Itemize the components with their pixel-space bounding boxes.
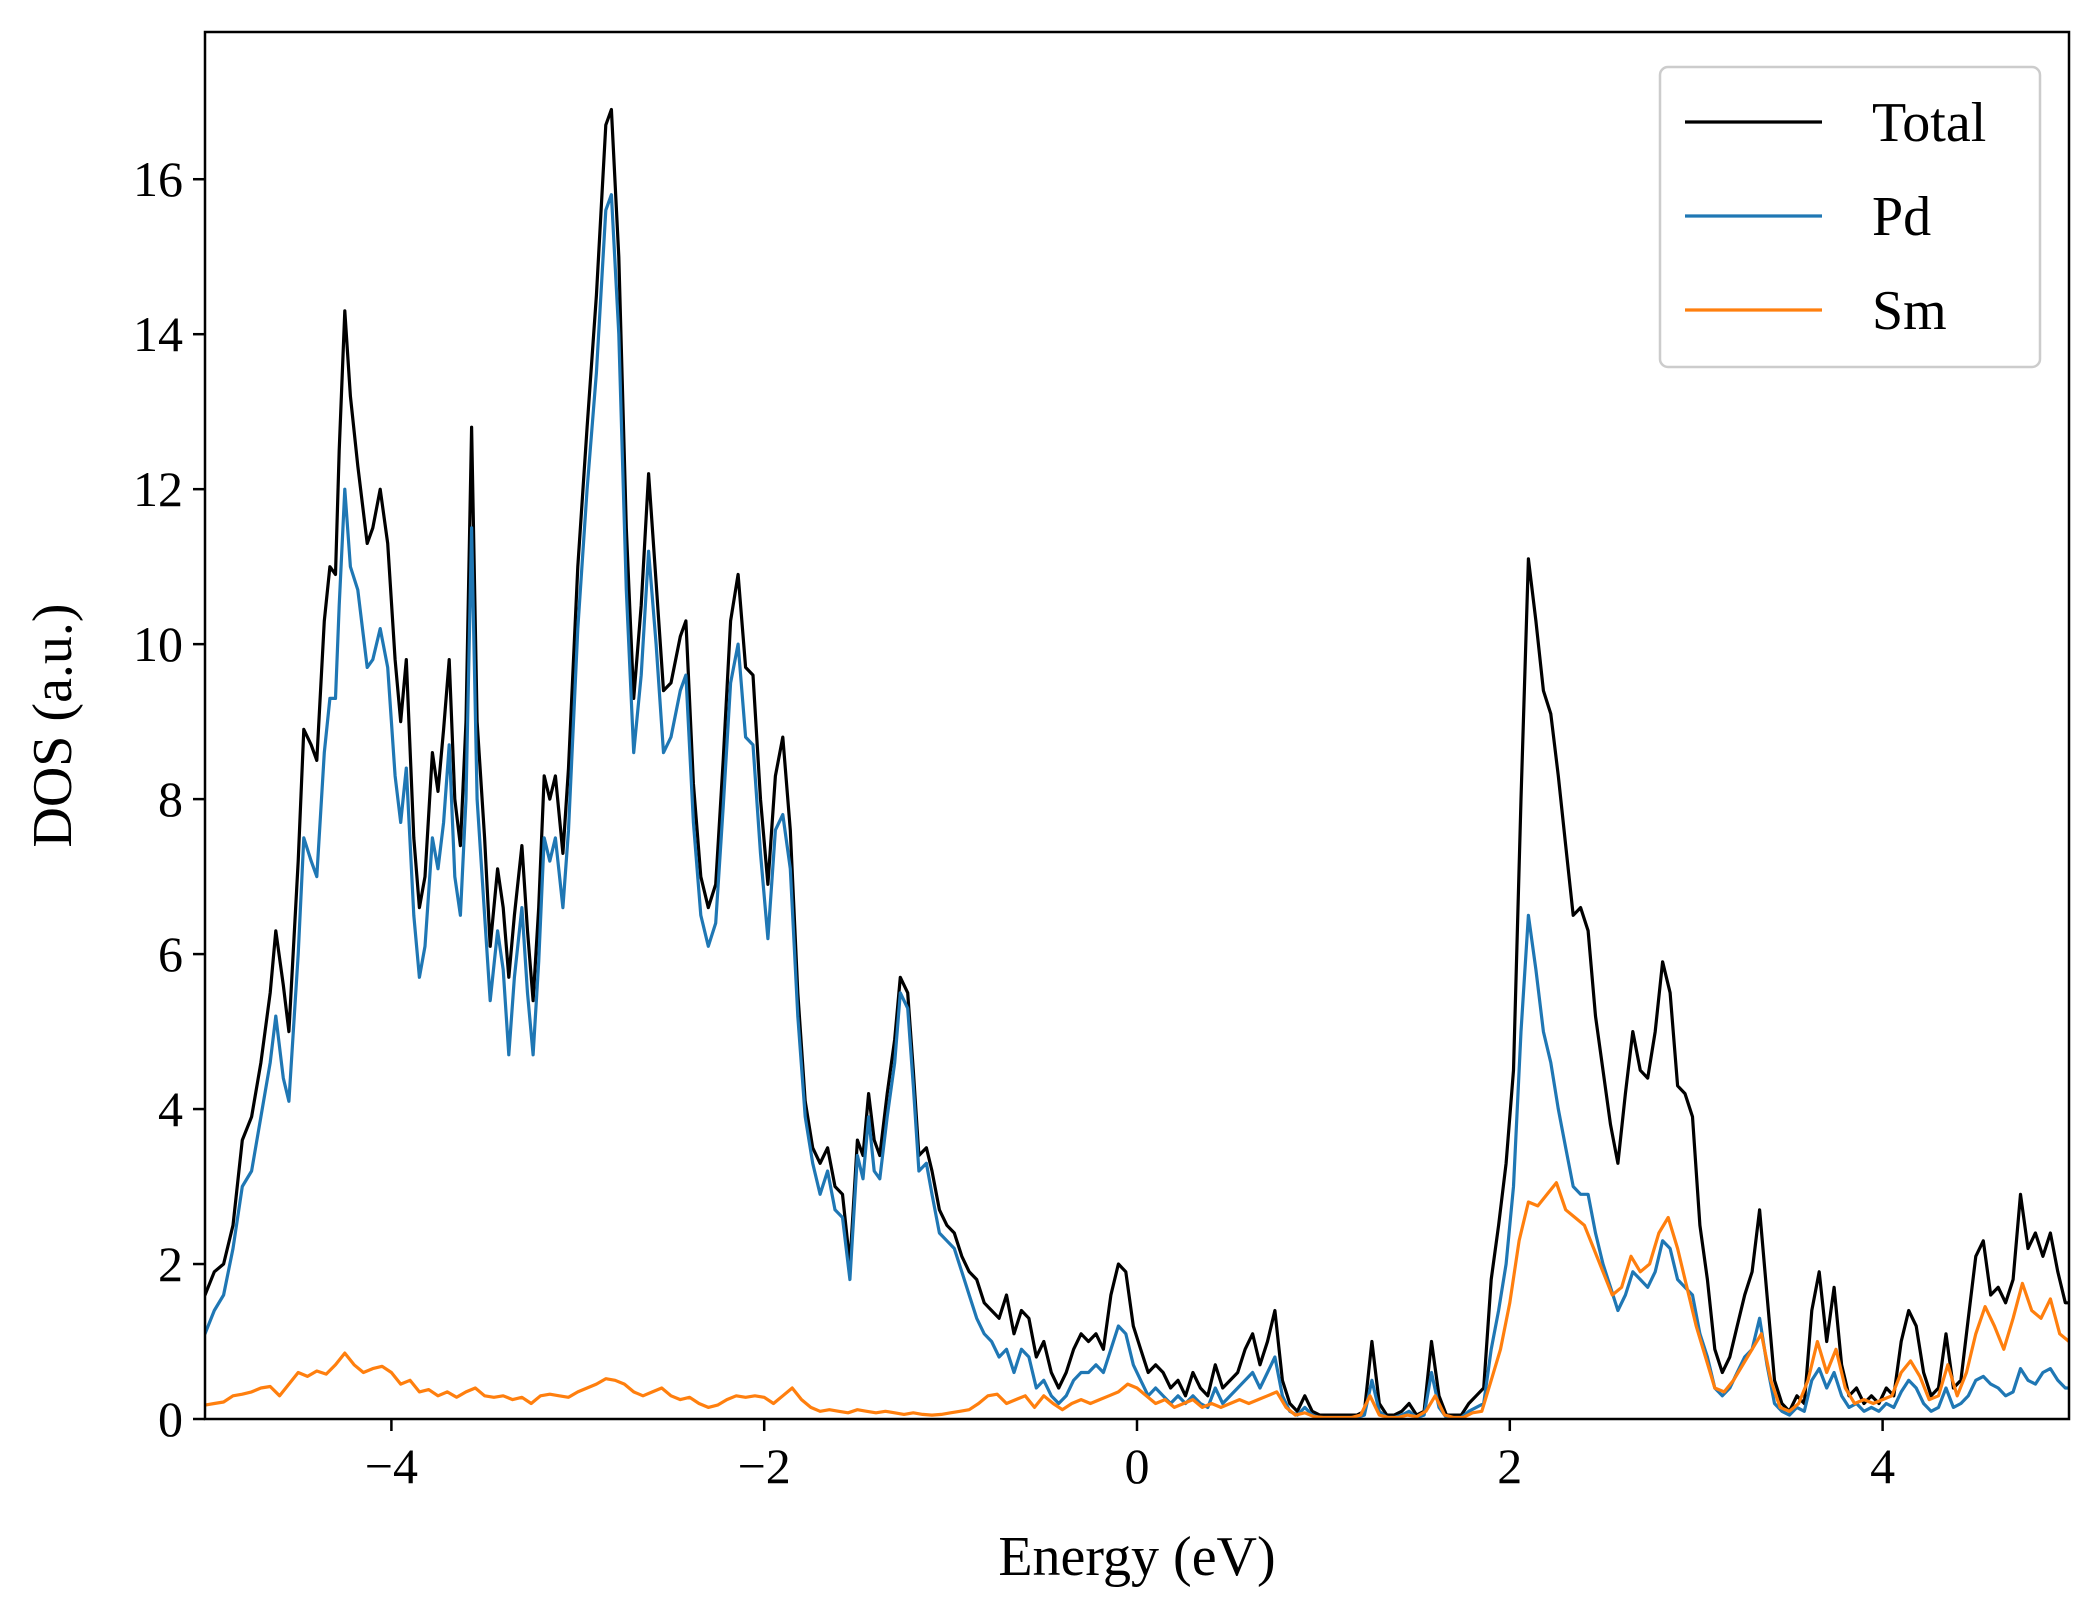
y-tick-label: 2 (158, 1236, 183, 1292)
y-tick-label: 8 (158, 771, 183, 827)
y-tick-label: 6 (158, 926, 183, 982)
legend-label-total: Total (1872, 92, 1986, 154)
legend-label-pd: Pd (1872, 186, 1931, 248)
series-line-total (205, 107, 2069, 1417)
series-line-pd (205, 193, 2069, 1419)
x-axis-title: Energy (eV) (998, 1526, 1275, 1588)
y-axis-title: DOS (a.u.) (22, 603, 84, 847)
y-tick-label: 12 (133, 461, 183, 517)
x-tick-label: −2 (738, 1438, 791, 1494)
x-tick-label: 4 (1870, 1438, 1895, 1494)
legend-box (1658, 65, 2042, 369)
x-tick-label: 2 (1497, 1438, 1522, 1494)
x-tick-label: −4 (365, 1438, 418, 1494)
y-tick-label: 4 (158, 1081, 183, 1137)
y-tick-label: 14 (133, 306, 183, 362)
y-tick-label: 10 (133, 616, 183, 672)
legend-label-sm: Sm (1872, 280, 1947, 342)
x-tick-label: 0 (1125, 1438, 1150, 1494)
series-line-sm (205, 1181, 2069, 1419)
ticks-layer: −4 −2 0 2 4 0 2 4 6 8 10 12 14 16 (133, 151, 1895, 1494)
series-layer (205, 107, 2069, 1419)
y-tick-label: 0 (158, 1391, 183, 1447)
y-tick-label: 16 (133, 151, 183, 207)
legend: Total Pd Sm (1658, 65, 2042, 369)
